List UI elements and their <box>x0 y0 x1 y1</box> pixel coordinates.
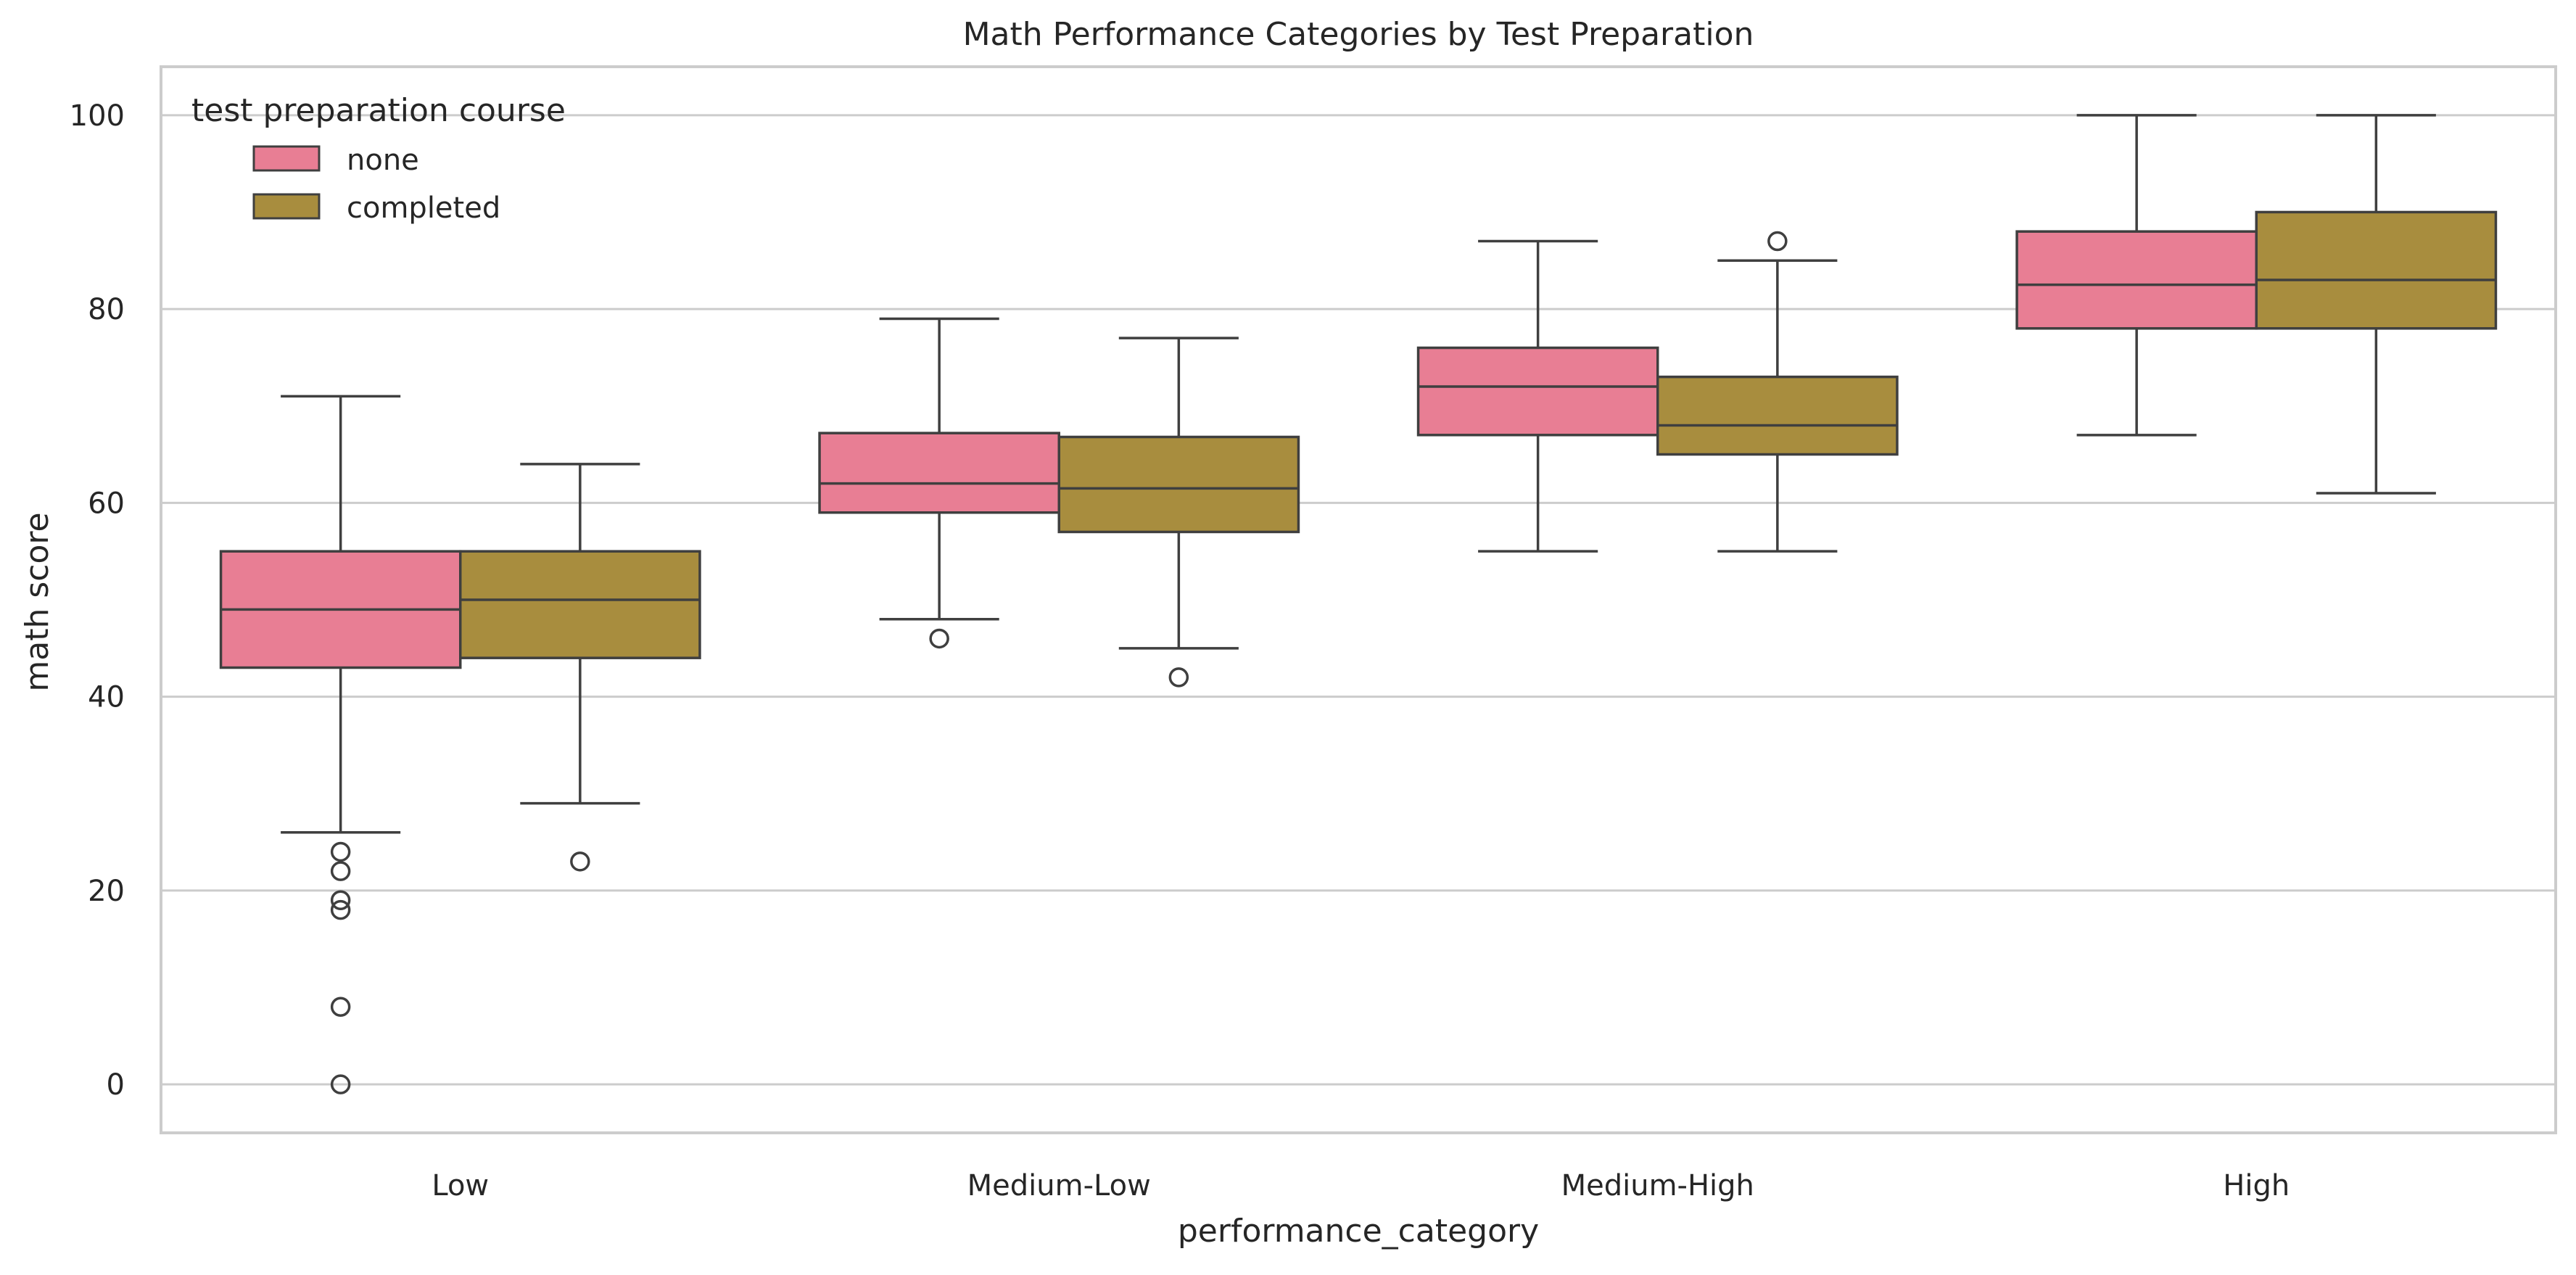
plot-area: 0 20 40 60 80 100 Low Medium-Low Medium-High High <box>70 65 2557 1202</box>
box-none-Medium-Low <box>818 317 1061 649</box>
iqr-box <box>1057 435 1300 534</box>
legend-swatch-completed <box>252 193 321 220</box>
y-tick-label: 20 <box>88 875 125 908</box>
x-tick-label: Medium-Low <box>967 1169 1151 1202</box>
outlier-point <box>330 841 351 862</box>
box-completed-Medium-Low <box>1057 337 1300 688</box>
iqr-box <box>2255 210 2498 330</box>
iqr-box <box>459 550 701 659</box>
plot-frame <box>160 65 2557 1134</box>
x-tick-label: Medium-High <box>1561 1169 1754 1202</box>
outlier-point <box>330 899 351 920</box>
y-tick-label: 0 <box>107 1068 125 1102</box>
box-none-Low <box>219 395 462 1094</box>
y-tick-label: 60 <box>88 487 125 520</box>
outlier-point <box>330 1074 351 1094</box>
legend-swatch-none <box>252 145 321 172</box>
legend-label-completed: completed <box>347 191 500 225</box>
box-completed-Low <box>459 463 701 872</box>
legend-label-none: none <box>347 144 419 177</box>
iqr-box <box>818 432 1061 514</box>
outlier-point <box>1168 667 1189 688</box>
box-completed-High <box>2255 114 2498 495</box>
outlier-point <box>330 997 351 1018</box>
x-axis-label: performance_category <box>1178 1213 1539 1250</box>
y-tick-label: 40 <box>88 681 125 714</box>
outlier-point <box>929 628 949 649</box>
box-completed-Medium-High <box>1656 231 1899 553</box>
outlier-point <box>330 861 351 881</box>
iqr-box <box>2015 230 2258 330</box>
outlier-point <box>330 890 351 911</box>
chart-title: Math Performance Categories by Test Prep… <box>963 16 1754 53</box>
y-tick-label: 100 <box>70 99 125 133</box>
outlier-point <box>1767 231 1788 252</box>
box-none-High <box>2015 114 2258 437</box>
iqr-box <box>1656 375 1899 456</box>
legend-title: test preparation course <box>191 92 566 129</box>
legend: test preparation course none completed <box>191 92 566 225</box>
outlier-point <box>570 851 590 872</box>
box-none-Medium-High <box>1416 239 1659 553</box>
x-tick-label: Low <box>432 1169 489 1202</box>
x-tick-label: High <box>2223 1169 2290 1202</box>
y-axis-label: math score <box>19 512 56 691</box>
y-tick-label: 80 <box>88 293 125 326</box>
iqr-box <box>1416 346 1659 437</box>
